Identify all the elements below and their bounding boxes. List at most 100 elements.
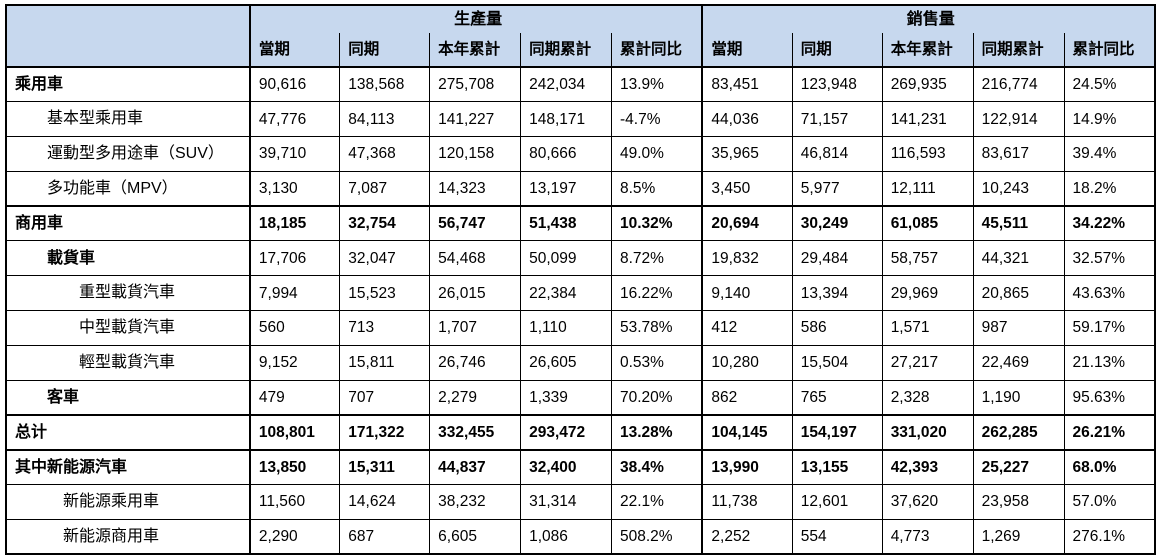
sales-yoy-value: 18.2%: [1063, 170, 1155, 207]
sales-yoy-value: 68.0%: [1063, 448, 1155, 485]
production-prior-value: 713: [339, 310, 430, 346]
production-current-value: 479: [248, 379, 340, 415]
sales-prior-ytd-value: 25,227: [972, 448, 1064, 485]
production-yoy-value: 22.1%: [610, 484, 703, 520]
sales-yoy-value: 39.4%: [1063, 136, 1155, 172]
row-label: 其中新能源汽車: [5, 448, 250, 485]
sales-prior-value: 46,814: [791, 136, 883, 172]
production-current-value: 108,801: [248, 413, 340, 450]
sales-yoy-value: 59.17%: [1063, 310, 1155, 346]
production-prior-value: 707: [339, 379, 430, 415]
sales-current-value: 104,145: [701, 413, 793, 450]
production-prior-value: 47,368: [339, 136, 430, 172]
production-prior-value: 32,754: [339, 205, 430, 241]
sales-yoy-value: 276.1%: [1063, 518, 1155, 555]
row-label: 商用車: [5, 205, 250, 241]
production-current-value: 18,185: [248, 205, 340, 241]
sales-prior-ytd-value: 22,469: [972, 344, 1064, 381]
table-row: 乘用車 90,616 138,568 275,708 242,034 13.9% 83,45…: [5, 66, 1155, 102]
table-row: 運動型多用途車（SUV） 39,710 47,368 120,158 80,666 49.…: [5, 136, 1155, 172]
table-row: 新能源乘用車 11,560 14,624 38,232 31,314 22.1% 11,73…: [5, 484, 1155, 520]
production-current-value: 47,776: [248, 101, 340, 137]
production-current-value: 2,290: [248, 518, 340, 555]
production-ytd-value: 1,707: [429, 310, 521, 346]
table-row: 基本型乘用車 47,776 84,113 141,227 148,171 -4.7% 44,…: [5, 101, 1155, 137]
production-ytd-value: 275,708: [429, 66, 521, 102]
production-col-current: 當期: [248, 33, 340, 68]
production-yoy-value: -4.7%: [610, 101, 703, 137]
production-prior-value: 14,624: [339, 484, 430, 520]
table-group-header-row: 生產量 銷售量: [6, 5, 1155, 68]
production-prior-value: 32,047: [339, 240, 430, 276]
sales-group-header: 銷售量: [701, 5, 1155, 33]
production-prior-ytd-value: 242,034: [520, 66, 612, 102]
production-ytd-value: 54,468: [429, 240, 521, 276]
row-label: 運動型多用途車（SUV）: [5, 136, 250, 172]
sales-prior-value: 154,197: [791, 413, 883, 450]
table-row: 輕型載貨汽車 9,152 15,811 26,746 26,605 0.53% 10,280…: [5, 344, 1155, 381]
row-label: 乘用車: [5, 66, 250, 102]
production-col-yoy: 累計同比: [610, 33, 703, 68]
sales-prior-value: 586: [791, 310, 883, 346]
sales-ytd-value: 37,620: [881, 484, 974, 520]
production-yoy-value: 0.53%: [610, 344, 703, 381]
sales-ytd-value: 269,935: [881, 66, 974, 102]
production-prior-ytd-value: 26,605: [520, 344, 612, 381]
sales-current-value: 9,140: [701, 275, 793, 311]
sales-prior-ytd-value: 23,958: [972, 484, 1064, 520]
sales-prior-ytd-value: 987: [972, 310, 1064, 346]
sales-prior-ytd-value: 216,774: [972, 66, 1064, 102]
sales-current-value: 44,036: [701, 101, 793, 137]
production-ytd-value: 14,323: [429, 170, 521, 207]
production-prior-ytd-value: 22,384: [520, 275, 612, 311]
production-col-ytd: 本年累計: [429, 33, 521, 68]
production-yoy-value: 508.2%: [610, 518, 703, 555]
production-ytd-value: 141,227: [429, 101, 521, 137]
sales-current-value: 10,280: [701, 344, 793, 381]
sales-ytd-value: 29,969: [881, 275, 974, 311]
sales-prior-value: 12,601: [791, 484, 883, 520]
sales-yoy-value: 21.13%: [1063, 344, 1155, 381]
sales-ytd-value: 116,593: [881, 136, 974, 172]
corner-cell: [6, 5, 251, 68]
sales-ytd-value: 27,217: [881, 344, 974, 381]
sales-col-ytd: 本年累計: [881, 33, 974, 68]
production-current-value: 11,560: [248, 484, 340, 520]
table-row: 商用車 18,185 32,754 56,747 51,438 10.32% 20,694 3…: [5, 205, 1155, 241]
production-prior-ytd-value: 1,086: [520, 518, 612, 555]
production-yoy-value: 38.4%: [610, 448, 703, 485]
production-ytd-value: 56,747: [429, 205, 521, 241]
sales-prior-ytd-value: 20,865: [972, 275, 1064, 311]
production-ytd-value: 26,015: [429, 275, 521, 311]
production-prior-ytd-value: 1,110: [520, 310, 612, 346]
production-yoy-value: 10.32%: [610, 205, 703, 241]
sales-prior-ytd-value: 262,285: [972, 413, 1064, 450]
production-yoy-value: 8.72%: [610, 240, 703, 276]
production-current-value: 9,152: [248, 344, 340, 381]
production-prior-value: 15,811: [339, 344, 430, 381]
production-prior-ytd-value: 13,197: [520, 170, 612, 207]
table-row: 客車 479 707 2,279 1,339 70.20% 862 765 2,328 1,190…: [5, 379, 1155, 415]
production-ytd-value: 44,837: [429, 448, 521, 485]
sales-prior-ytd-value: 122,914: [972, 101, 1064, 137]
sales-current-value: 412: [701, 310, 793, 346]
production-prior-value: 171,322: [339, 413, 430, 450]
sales-yoy-value: 57.0%: [1063, 484, 1155, 520]
production-prior-value: 15,523: [339, 275, 430, 311]
production-prior-value: 687: [339, 518, 430, 555]
production-ytd-value: 38,232: [429, 484, 521, 520]
sales-yoy-value: 95.63%: [1063, 379, 1155, 415]
table-row: 載貨車 17,706 32,047 54,468 50,099 8.72% 19,832 29…: [5, 240, 1155, 276]
row-label: 基本型乘用車: [5, 101, 250, 137]
vehicle-production-sales-table: 生產量 銷售量 當期 同期 本年累計 同期累計 累計同比 當期 同期 本年累計 …: [5, 4, 1156, 556]
production-prior-ytd-value: 80,666: [520, 136, 612, 172]
sales-ytd-value: 331,020: [881, 413, 974, 450]
sales-ytd-value: 61,085: [881, 205, 974, 241]
production-yoy-value: 8.5%: [610, 170, 703, 207]
table-column-header-row: 當期 同期 本年累計 同期累計 累計同比 當期 同期 本年累計 同期累計 累計同…: [6, 33, 1155, 68]
table-row: 中型載貨汽車 560 713 1,707 1,110 53.78% 412 586 1,571 9…: [5, 310, 1155, 346]
production-current-value: 13,850: [248, 448, 340, 485]
sales-yoy-value: 24.5%: [1063, 66, 1155, 102]
sales-ytd-value: 58,757: [881, 240, 974, 276]
row-label: 总计: [5, 413, 250, 450]
